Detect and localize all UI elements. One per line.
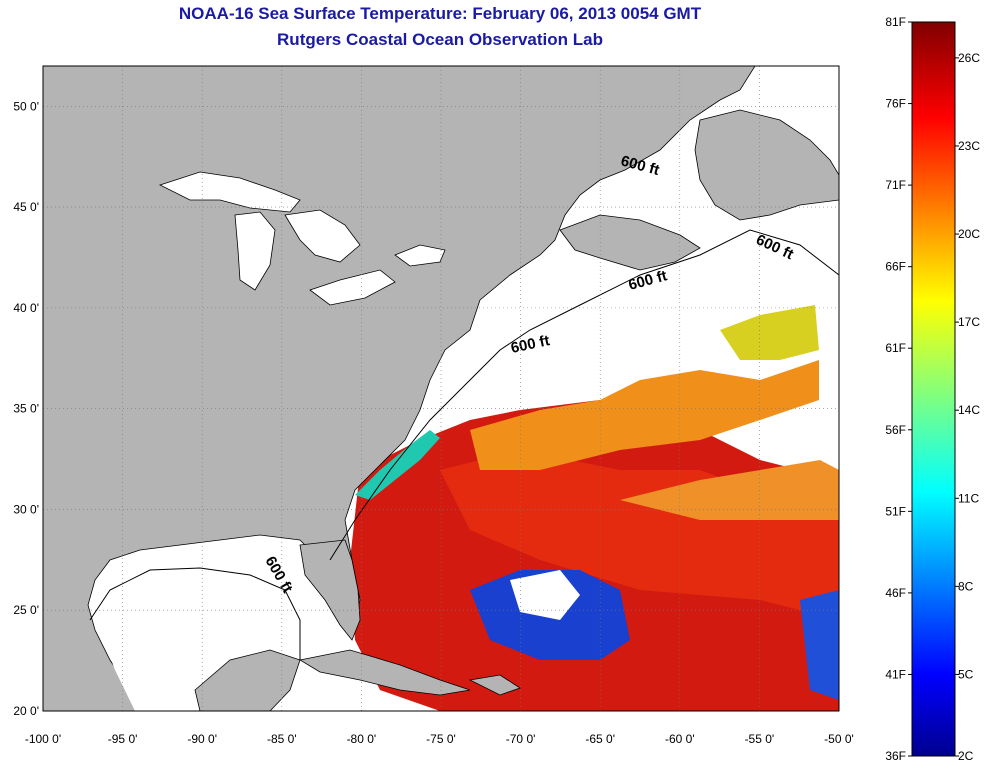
colorbar xyxy=(911,21,956,757)
colorbar-f-label: 66F xyxy=(885,260,906,274)
colorbar-f-label: 81F xyxy=(885,15,906,29)
lon-tick-label: -55 0' xyxy=(745,732,775,746)
map-axis-labels: -100 0' -95 0' -90 0' -85 0' -80 0' -75 0' -70… xyxy=(13,99,853,746)
lon-tick-label: -75 0' xyxy=(426,732,456,746)
lon-tick-label: -80 0' xyxy=(347,732,377,746)
colorbar-f-label: 71F xyxy=(885,178,906,192)
colorbar-c-label: 14C xyxy=(958,403,980,417)
lat-tick-label: 35 0' xyxy=(13,402,39,416)
sst-orange-patch xyxy=(470,360,819,470)
colorbar-c-label: 20C xyxy=(958,227,980,241)
colorbar-c-label: 26C xyxy=(958,51,980,65)
lon-tick-label: -100 0' xyxy=(25,732,61,746)
colorbar-f-label: 56F xyxy=(885,423,906,437)
colorbar-f-label: 41F xyxy=(885,667,906,681)
map-frame xyxy=(42,65,840,712)
colorbar-f-label: 61F xyxy=(885,341,906,355)
land-north-america xyxy=(43,66,756,711)
lat-tick-label: 20 0' xyxy=(13,704,39,718)
colorbar-labels: 81F 76F 71F 66F 61F 56F 51F 46F 41F 36F 26C 23C 20C 1… xyxy=(885,15,980,763)
lon-tick-label: -90 0' xyxy=(187,732,217,746)
sst-orange-east xyxy=(620,460,839,520)
lat-tick-label: 25 0' xyxy=(13,603,39,617)
sst-coastal-band xyxy=(355,430,440,500)
lon-tick-label: -95 0' xyxy=(108,732,138,746)
sst-yellow-patch xyxy=(720,305,819,360)
lat-tick-label: 50 0' xyxy=(13,99,39,113)
land-hispaniola xyxy=(468,674,521,696)
isobath-600ft xyxy=(89,229,839,660)
lat-tick-label: 45 0' xyxy=(13,200,39,214)
land-nova-scotia xyxy=(559,214,701,271)
colorbar-c-label: 11C xyxy=(958,491,979,505)
sst-cloud-gap xyxy=(510,570,580,620)
lat-tick-label: 30 0' xyxy=(13,502,39,516)
lon-tick-label: -70 0' xyxy=(506,732,536,746)
lon-tick-label: -65 0' xyxy=(585,732,615,746)
map-graticule xyxy=(43,66,839,711)
lon-tick-label: -85 0' xyxy=(267,732,297,746)
land-florida xyxy=(299,539,361,641)
colorbar-f-label: 76F xyxy=(885,97,906,111)
colorbar-f-label: 51F xyxy=(885,504,906,518)
great-lakes xyxy=(158,171,446,306)
land-newfoundland xyxy=(694,109,839,221)
sst-blue-patch-east xyxy=(800,590,839,700)
map-title: NOAA-16 Sea Surface Temperature: Februar… xyxy=(178,4,702,23)
colorbar-c-label: 8C xyxy=(958,579,974,593)
colorbar-c-label: 2C xyxy=(958,749,974,763)
colorbar-f-label: 36F xyxy=(885,749,906,763)
colorbar-c-label: 23C xyxy=(958,139,980,153)
land-cuba xyxy=(298,649,471,696)
colorbar-c-label: 5C xyxy=(958,667,974,681)
lat-tick-label: 40 0' xyxy=(13,301,39,315)
land-yucatan xyxy=(194,649,301,711)
lon-tick-label: -60 0' xyxy=(665,732,695,746)
map-subtitle: Rutgers Coastal Ocean Observation Lab xyxy=(277,30,603,49)
colorbar-f-label: 46F xyxy=(885,586,906,600)
lon-tick-label: -50 0' xyxy=(824,732,854,746)
colorbar-c-label: 17C xyxy=(958,315,980,329)
